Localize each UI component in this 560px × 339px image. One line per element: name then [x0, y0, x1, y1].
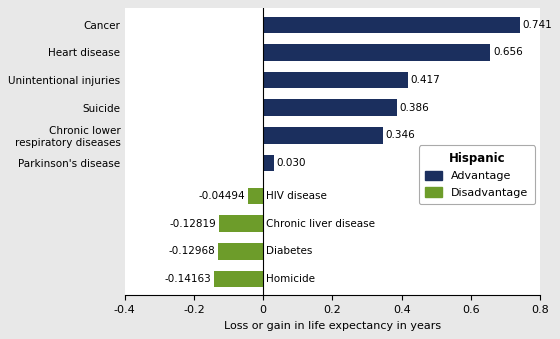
- Text: 0.386: 0.386: [400, 103, 430, 113]
- Text: -0.12968: -0.12968: [169, 246, 216, 256]
- Text: HIV disease: HIV disease: [266, 191, 327, 201]
- Bar: [263, 127, 383, 144]
- X-axis label: Loss or gain in life expectancy in years: Loss or gain in life expectancy in years: [224, 321, 441, 331]
- Bar: [263, 44, 491, 61]
- Bar: [263, 72, 408, 88]
- Legend: Advantage, Disadvantage: Advantage, Disadvantage: [419, 145, 535, 204]
- Text: 0.417: 0.417: [410, 75, 440, 85]
- Bar: [214, 271, 263, 287]
- Text: -0.14163: -0.14163: [165, 274, 211, 284]
- Text: Homicide: Homicide: [266, 274, 315, 284]
- Text: 0.346: 0.346: [386, 130, 416, 140]
- Text: 0.030: 0.030: [277, 158, 306, 168]
- Bar: [263, 17, 520, 33]
- Text: 0.741: 0.741: [522, 20, 553, 30]
- Text: -0.04494: -0.04494: [198, 191, 245, 201]
- Bar: [263, 155, 274, 171]
- Text: Diabetes: Diabetes: [266, 246, 312, 256]
- Bar: [219, 215, 263, 232]
- Bar: [248, 188, 263, 204]
- Text: Chronic liver disease: Chronic liver disease: [266, 219, 375, 228]
- Text: 0.656: 0.656: [493, 47, 523, 58]
- Bar: [218, 243, 263, 260]
- Text: -0.12819: -0.12819: [169, 219, 216, 228]
- Bar: [263, 99, 397, 116]
